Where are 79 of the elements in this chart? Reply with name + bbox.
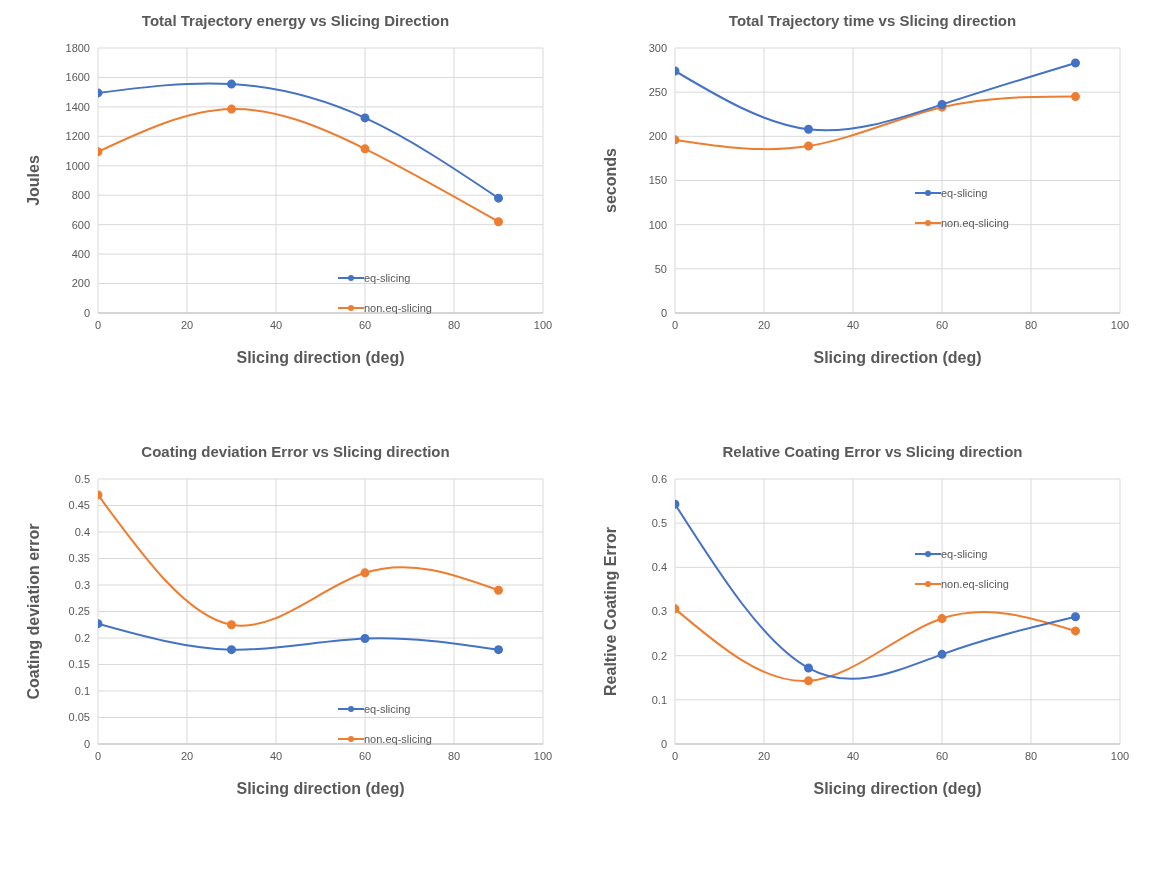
y-tick-label: 0.45 bbox=[68, 499, 90, 512]
y-tick-label: 250 bbox=[648, 86, 667, 99]
y-tick-label: 800 bbox=[71, 189, 90, 202]
y-tick-label: 300 bbox=[648, 41, 667, 54]
y-tick-label: 0.1 bbox=[74, 684, 90, 697]
x-tick-label: 60 bbox=[358, 318, 372, 331]
x-tick-label: 20 bbox=[180, 318, 194, 331]
y-tick-label: 0.35 bbox=[68, 552, 90, 565]
y-tick-label: 200 bbox=[648, 130, 667, 143]
x-tick-label: 60 bbox=[935, 749, 949, 762]
y-tick-label: 100 bbox=[648, 218, 667, 231]
legend-label: eq-slicing bbox=[364, 703, 411, 715]
x-tick-label: 100 bbox=[533, 749, 553, 762]
y-tick-label: 0.1 bbox=[651, 693, 667, 706]
x-axis-title: Slicing direction (deg) bbox=[813, 349, 982, 366]
x-tick-label: 0 bbox=[94, 749, 102, 762]
legend-label: non.eq-slicing bbox=[941, 217, 1009, 229]
x-tick-label: 0 bbox=[671, 749, 679, 762]
x-tick-label: 40 bbox=[846, 749, 860, 762]
y-tick-label: 150 bbox=[648, 174, 667, 187]
legend-label: non.eq-slicing bbox=[364, 302, 432, 314]
y-tick-label: 0.6 bbox=[651, 472, 667, 485]
y-tick-label: 0.15 bbox=[68, 658, 90, 671]
chart-title: Relative Coating Error vs Slicing direction bbox=[721, 442, 1024, 462]
y-tick-label: 1600 bbox=[65, 71, 90, 84]
x-tick-label: 100 bbox=[533, 318, 553, 331]
chart-title: Total Trajectory time vs Slicing direction bbox=[727, 11, 1018, 31]
legend-label: eq-slicing bbox=[364, 272, 411, 284]
y-tick-label: 400 bbox=[71, 248, 90, 261]
y-tick-label: 0 bbox=[660, 737, 667, 750]
x-tick-label: 0 bbox=[94, 318, 102, 331]
chart-title: Total Trajectory energy vs Slicing Direction bbox=[140, 11, 451, 31]
y-tick-label: 0.2 bbox=[651, 649, 667, 662]
x-tick-label: 100 bbox=[1110, 749, 1130, 762]
y-axis-title: seconds bbox=[601, 147, 619, 213]
x-tick-label: 40 bbox=[269, 318, 283, 331]
legend-label: eq-slicing bbox=[941, 548, 988, 560]
x-tick-label: 20 bbox=[757, 318, 771, 331]
y-tick-label: 0 bbox=[83, 737, 90, 750]
x-axis-title: Slicing direction (deg) bbox=[236, 349, 405, 366]
x-tick-label: 80 bbox=[447, 318, 461, 331]
x-tick-label: 40 bbox=[269, 749, 283, 762]
x-tick-label: 100 bbox=[1110, 318, 1130, 331]
x-tick-label: 20 bbox=[180, 749, 194, 762]
x-tick-label: 60 bbox=[935, 318, 949, 331]
y-tick-label: 0.05 bbox=[68, 711, 90, 724]
y-tick-label: 0.3 bbox=[651, 605, 667, 618]
y-tick-label: 0.4 bbox=[651, 561, 667, 574]
x-tick-label: 40 bbox=[846, 318, 860, 331]
y-tick-label: 1800 bbox=[65, 41, 90, 54]
x-tick-label: 80 bbox=[1024, 749, 1038, 762]
y-tick-label: 0.5 bbox=[74, 472, 90, 485]
x-tick-label: 0 bbox=[671, 318, 679, 331]
x-axis-title: Slicing direction (deg) bbox=[236, 780, 405, 797]
x-tick-label: 80 bbox=[1024, 318, 1038, 331]
x-axis-title: Slicing direction (deg) bbox=[813, 780, 982, 797]
y-axis-title: Realtive Coating Error bbox=[601, 527, 619, 696]
legend-label: non.eq-slicing bbox=[364, 733, 432, 745]
y-tick-label: 1400 bbox=[65, 100, 90, 113]
x-tick-label: 60 bbox=[358, 749, 372, 762]
y-tick-label: 0.3 bbox=[74, 578, 90, 591]
y-axis-title: Joules bbox=[24, 155, 42, 206]
y-tick-label: 600 bbox=[71, 218, 90, 231]
legend-label: eq-slicing bbox=[941, 187, 988, 199]
legend-label: non.eq-slicing bbox=[941, 578, 1009, 590]
y-tick-label: 1000 bbox=[65, 159, 90, 172]
y-tick-label: 0.2 bbox=[74, 631, 90, 644]
y-tick-label: 0 bbox=[660, 306, 667, 319]
y-axis-title: Coating deviation error bbox=[24, 523, 42, 700]
y-tick-label: 50 bbox=[654, 262, 667, 275]
x-tick-label: 80 bbox=[447, 749, 461, 762]
x-tick-label: 20 bbox=[757, 749, 771, 762]
y-tick-label: 1200 bbox=[65, 130, 90, 143]
y-tick-label: 0.25 bbox=[68, 605, 90, 618]
y-tick-label: 0.5 bbox=[651, 517, 667, 530]
y-tick-label: 0 bbox=[83, 306, 90, 319]
chart-title: Coating deviation Error vs Slicing direction bbox=[140, 442, 451, 462]
y-tick-label: 0.4 bbox=[74, 525, 90, 538]
y-tick-label: 200 bbox=[71, 277, 90, 290]
